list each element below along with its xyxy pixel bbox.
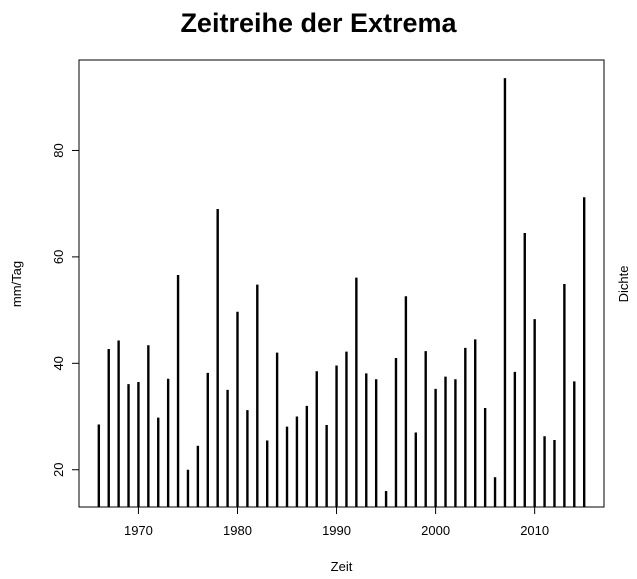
y-axis-label: mm/Tag — [9, 261, 24, 307]
x-tick-label-2000: 2000 — [421, 523, 450, 538]
y-tick-label-20: 20 — [51, 463, 66, 477]
y-tick-label-60: 60 — [51, 250, 66, 264]
right-axis-label: Dichte — [616, 266, 631, 303]
x-axis-label: Zeit — [331, 559, 353, 574]
x-tick-label-2010: 2010 — [520, 523, 549, 538]
y-tick-label-80: 80 — [51, 143, 66, 157]
y-tick-label-40: 40 — [51, 356, 66, 370]
chart-title: Zeitreihe der Extrema — [180, 8, 457, 38]
x-tick-label-1970: 1970 — [124, 523, 153, 538]
x-tick-label-1980: 1980 — [223, 523, 252, 538]
x-tick-label-1990: 1990 — [322, 523, 351, 538]
